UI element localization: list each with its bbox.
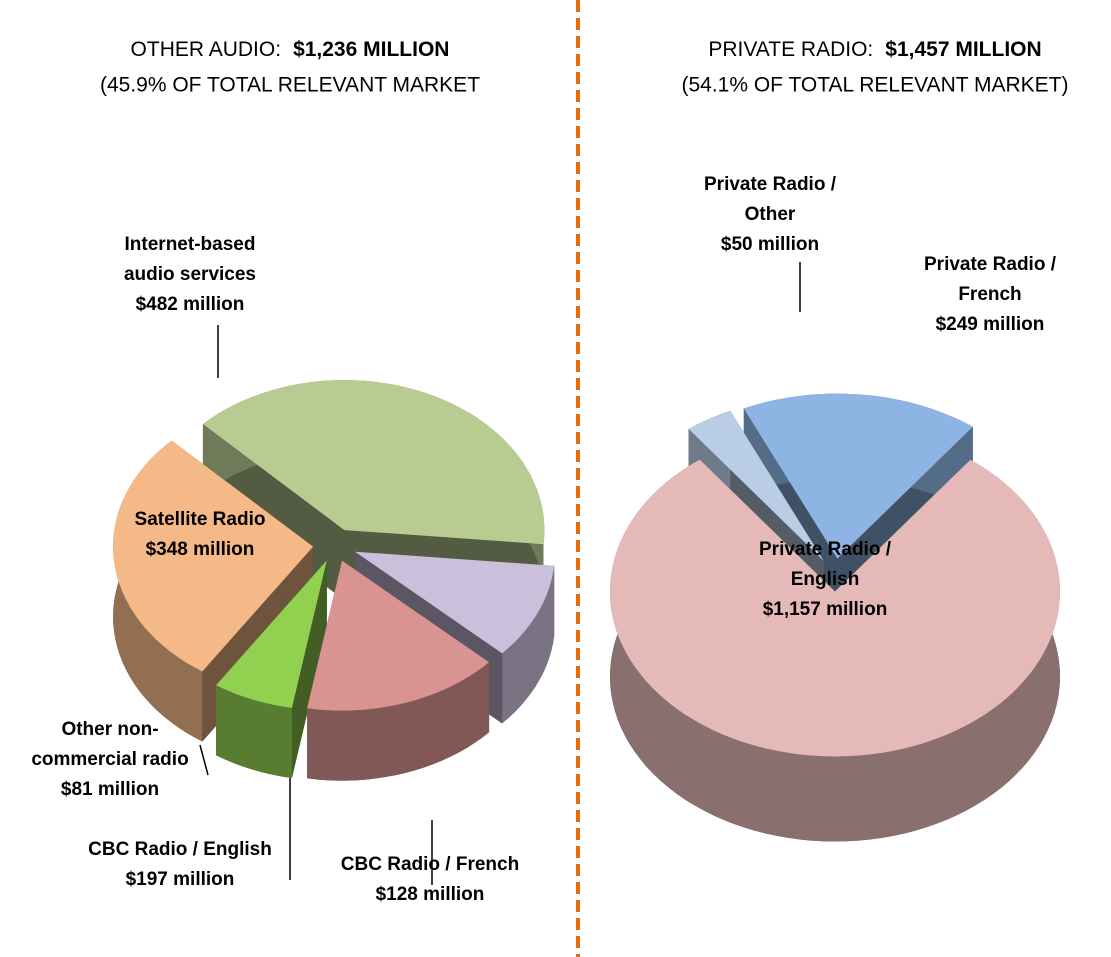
slice-label: CBC Radio / French [341,854,519,875]
leader-lines [199,262,801,885]
title-text: PRIVATE RADIO: [708,38,873,61]
chart-subtitle: (54.1% OF TOTAL RELEVANT MARKET) [681,74,1068,97]
leader-line [199,744,209,776]
chart-subtitle: (45.9% OF TOTAL RELEVANT MARKET [100,74,480,97]
slice-side [307,662,490,781]
slice [202,380,545,545]
slice [355,551,555,654]
slice [216,560,327,708]
slice-label: CBC Radio / English [88,839,272,860]
value-label: $197 million [126,869,235,890]
chart-title: OTHER AUDIO: $1,236 MILLION [131,38,450,61]
title-total: $1,236 MILLION [293,38,449,61]
slice-side [502,565,555,724]
slice-label: Other non-commercial radio [31,719,188,770]
title-total: $1,457 MILLION [885,38,1041,61]
value-label: $1,157 million [763,599,888,620]
slice-side [610,459,1060,842]
slice-label: Private Radio / Other [704,174,837,225]
slice-label: Private Radio / French [924,254,1057,305]
slice [743,393,973,559]
chart-title: PRIVATE RADIO: $1,457 MILLION [708,38,1041,61]
slice-label: Private Radio / English [759,539,892,590]
slice-group [202,380,545,615]
value-label: $81 million [61,779,159,800]
value-label: $482 million [136,294,245,315]
value-label: $128 million [376,884,485,905]
title-text: OTHER AUDIO: [131,38,282,61]
slice [113,440,314,672]
slice-label: Satellite Radio [135,509,266,530]
slice-group [216,560,327,779]
slice-side [216,685,292,778]
value-label: $50 million [721,234,819,255]
slice [307,560,490,711]
slice-label: Internet-based audio services [124,234,256,285]
slice [610,459,1060,757]
slice-group [610,459,1060,842]
slice [688,410,824,561]
value-label: $249 million [936,314,1045,335]
slice-group [307,560,490,781]
value-label: $348 million [146,539,255,560]
